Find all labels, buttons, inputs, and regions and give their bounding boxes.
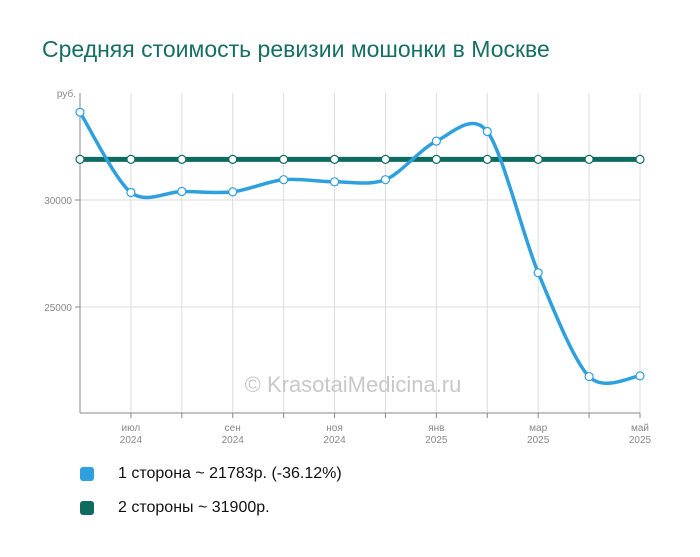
- legend-swatch-series-2: [80, 501, 94, 515]
- legend-label-series-2: 2 стороны ~ 31900р.: [118, 499, 270, 516]
- series-2-point: [126, 154, 136, 164]
- y-axis-unit-label: руб.: [57, 88, 76, 100]
- x-tick-label-month: ноя: [326, 423, 343, 434]
- legend-label-series-1: 1 сторона ~ 21783р. (-36.12%): [118, 465, 342, 482]
- series-2-point: [177, 154, 187, 164]
- series-1-point: [584, 371, 594, 382]
- y-tick-label: 25000: [44, 303, 72, 314]
- series-1-point: [75, 107, 85, 117]
- series-2-point: [279, 154, 289, 164]
- x-tick-label-year: 2024: [222, 435, 245, 446]
- series-2-point: [380, 154, 391, 164]
- series-1-point: [329, 177, 340, 187]
- x-tick-label-month: сен: [225, 423, 241, 434]
- series-2-point: [228, 154, 238, 164]
- series-2-point: [635, 154, 645, 164]
- chart-title: Средняя стоимость ревизии мошонки в Моск…: [42, 36, 550, 62]
- x-tick-label-year: 2025: [425, 435, 448, 446]
- series-1-point: [279, 175, 289, 185]
- series-2-point: [75, 154, 85, 164]
- x-tick-label-year: 2024: [323, 435, 346, 446]
- x-tick-label-month: янв: [428, 423, 444, 434]
- series-2-point: [584, 154, 594, 164]
- series-1-point: [533, 268, 543, 278]
- x-tick-label-month: май: [631, 423, 649, 434]
- series-2-point: [482, 154, 492, 164]
- series-2-point: [533, 154, 543, 164]
- legend-swatch-series-1: [80, 467, 94, 481]
- series-2-point: [329, 154, 340, 164]
- series-line-1: [78, 110, 642, 385]
- series-1-point: [228, 187, 238, 197]
- series-1-point: [635, 371, 645, 381]
- x-tick-label-year: 2024: [120, 435, 143, 446]
- x-tick-label-month: мар: [529, 423, 547, 434]
- legend-item-series-2[interactable]: 2 стороны ~ 31900р.: [80, 498, 480, 518]
- series-2-point: [431, 154, 441, 164]
- legend-item-series-1[interactable]: 1 сторона ~ 21783р. (-36.12%): [80, 464, 480, 484]
- series-1-point: [126, 187, 136, 198]
- series-1-point: [482, 126, 492, 137]
- series-1-point: [431, 136, 441, 146]
- y-tick-label: 30000: [44, 196, 72, 207]
- watermark: © KrasotaiMedicina.ru: [245, 372, 462, 397]
- x-tick-label-year: 2025: [629, 435, 652, 446]
- x-tick-label-year: 2025: [527, 435, 550, 446]
- x-tick-label-month: июл: [122, 423, 141, 434]
- series-1-point: [177, 186, 187, 197]
- series-1-point: [380, 175, 391, 185]
